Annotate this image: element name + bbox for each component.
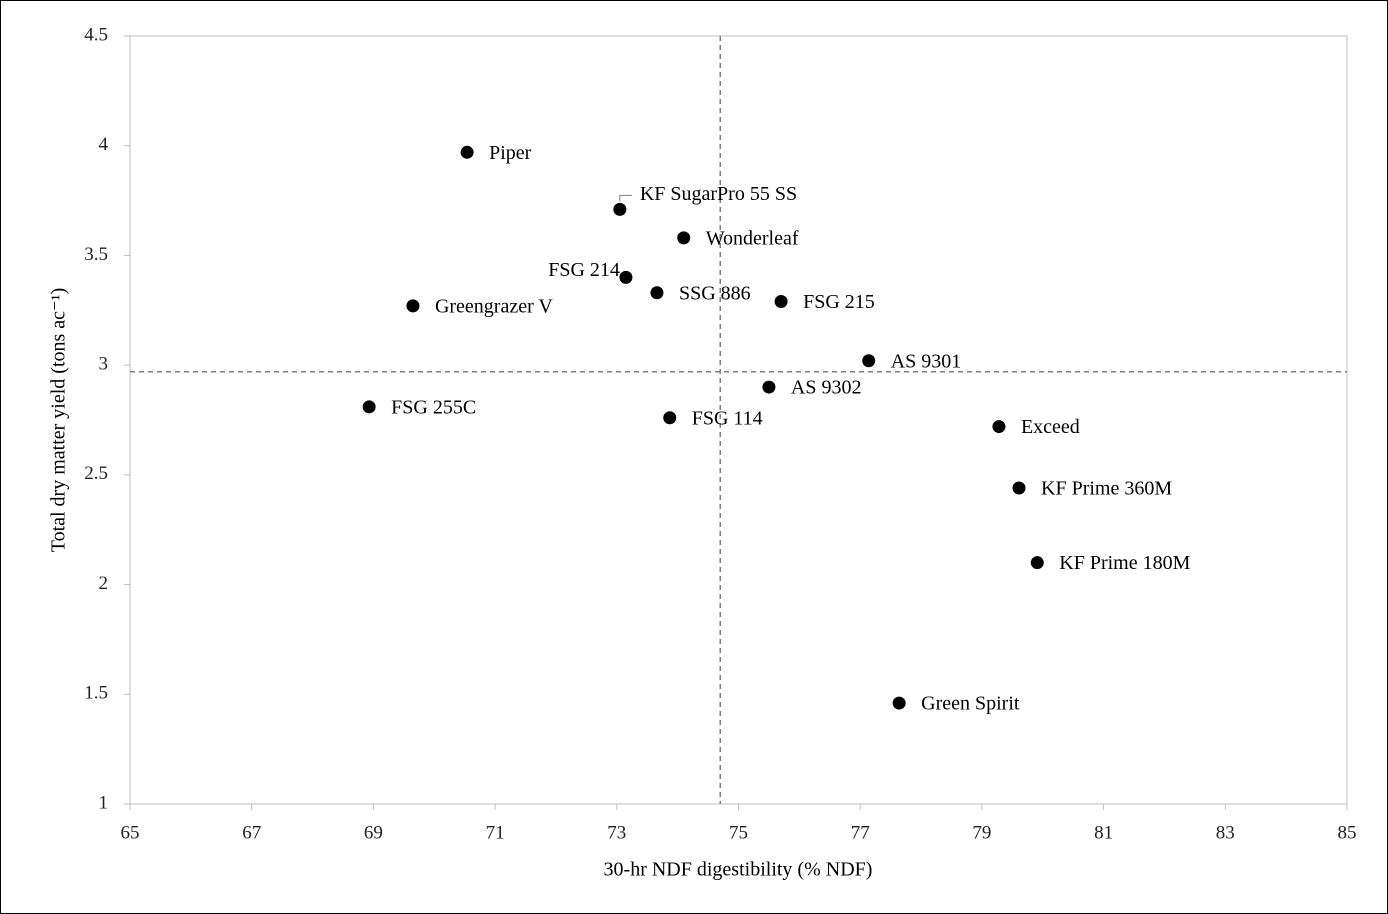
- y-tick-label: 3: [99, 354, 109, 375]
- point-label: Exceed: [1021, 416, 1080, 438]
- y-tick-label: 4: [99, 134, 109, 155]
- x-tick-label: 77: [851, 822, 870, 843]
- x-tick-label: 69: [364, 822, 383, 843]
- x-axis-label: 30-hr NDF digestibility (% NDF): [604, 859, 873, 881]
- point-label: AS 9302: [791, 377, 862, 399]
- point: [406, 299, 420, 313]
- x-tick-label: 81: [1094, 822, 1113, 843]
- point: [762, 380, 776, 394]
- x-tick-label: 75: [729, 822, 748, 843]
- point-label: FSG 255C: [391, 396, 476, 418]
- y-tick-label: 2: [99, 573, 109, 594]
- point: [619, 270, 633, 284]
- x-tick-label: 65: [121, 822, 140, 843]
- point: [1012, 481, 1026, 495]
- point-label: FSG 215: [803, 291, 875, 313]
- y-tick-label: 1.5: [84, 683, 108, 704]
- point: [677, 231, 691, 245]
- point-label: FSG 114: [692, 407, 763, 429]
- y-tick-label: 2.5: [84, 463, 108, 484]
- x-tick-label: 73: [607, 822, 626, 843]
- point: [774, 295, 788, 309]
- point-label: KF SugarPro 55 SS: [640, 183, 797, 205]
- x-tick-label: 85: [1338, 822, 1357, 843]
- leader-line: [619, 194, 632, 202]
- point: [362, 400, 376, 414]
- x-tick-label: 71: [486, 822, 505, 843]
- y-tick-label: 1: [99, 792, 109, 813]
- point: [862, 354, 876, 368]
- point: [892, 696, 906, 710]
- point-label: Wonderleaf: [706, 227, 799, 249]
- point-label: AS 9301: [891, 350, 962, 372]
- point: [460, 145, 474, 159]
- x-tick-label: 79: [972, 822, 991, 843]
- y-tick-label: 3.5: [84, 244, 108, 265]
- point: [992, 420, 1006, 434]
- point-label: SSG 886: [679, 282, 751, 304]
- point: [663, 411, 677, 425]
- point: [1030, 556, 1044, 570]
- point-label: Green Spirit: [921, 693, 1020, 715]
- point-label: Greengrazer V: [435, 295, 553, 317]
- point-label: KF Prime 180M: [1059, 552, 1190, 574]
- point-label: Piper: [489, 142, 532, 164]
- x-tick-label: 67: [242, 822, 261, 843]
- point: [650, 286, 664, 300]
- point-label: KF Prime 360M: [1041, 478, 1172, 500]
- y-tick-label: 4.5: [84, 24, 108, 45]
- point: [613, 202, 627, 216]
- point-label: FSG 214: [548, 259, 620, 281]
- y-axis-label: Total dry matter yield (tons ac⁻¹): [48, 288, 70, 553]
- x-tick-label: 83: [1216, 822, 1235, 843]
